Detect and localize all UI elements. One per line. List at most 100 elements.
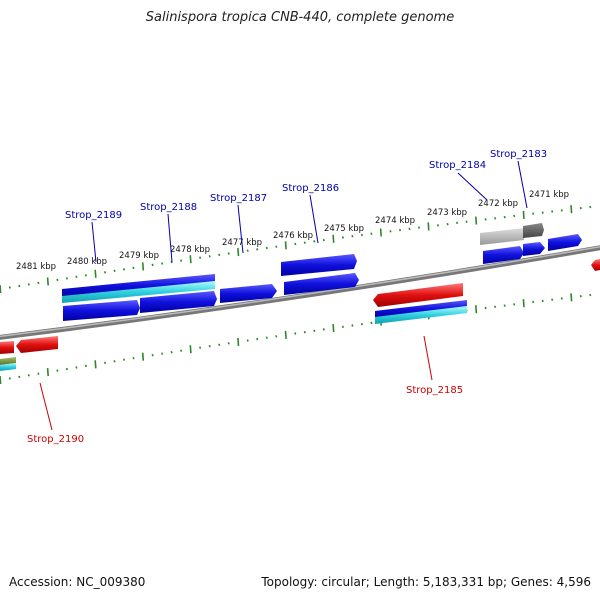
cds-forward-strop-2187[interactable] <box>220 284 277 303</box>
cds-reverse[interactable] <box>16 336 58 353</box>
minor-tick <box>208 344 211 348</box>
minor-tick <box>360 233 363 237</box>
major-tick <box>522 299 525 308</box>
leader-line <box>91 221 97 263</box>
minor-tick <box>446 222 449 226</box>
major-tick <box>284 330 287 339</box>
scale-label: 2471 kbp <box>529 190 569 200</box>
cds-forward[interactable] <box>523 242 545 256</box>
leader-line <box>423 335 433 381</box>
minor-tick <box>65 367 68 371</box>
gene-label-strop-2185[interactable]: Strop_2185 <box>406 385 463 396</box>
minor-tick <box>132 266 135 270</box>
major-tick <box>570 205 573 214</box>
gene-label-strop-2184[interactable]: Strop_2184 <box>429 160 486 171</box>
major-tick <box>141 352 145 361</box>
genome-backbone-highlight <box>0 245 600 338</box>
minor-tick <box>465 220 468 223</box>
scale-label: 2481 kbp <box>16 262 56 272</box>
minor-tick <box>256 337 259 341</box>
pseudo-feature-strop-2183[interactable] <box>523 223 544 238</box>
scale-labels: 2481 kbp 2480 kbp 2479 kbp 2478 kbp 2477… <box>16 190 569 272</box>
scale-ticks-upper <box>0 205 592 294</box>
label-leaders <box>39 160 528 431</box>
minor-tick <box>122 358 126 361</box>
cds-forward-strop-2189[interactable] <box>63 300 140 321</box>
cds-forward[interactable] <box>483 246 524 264</box>
genome-backbone <box>0 245 600 340</box>
minor-tick <box>589 293 592 297</box>
minor-tick <box>351 324 354 327</box>
minor-tick <box>65 277 68 280</box>
minor-tick <box>113 269 116 273</box>
minor-tick <box>256 248 259 251</box>
minor-tick <box>303 330 306 334</box>
gene-label-strop-2190[interactable]: Strop_2190 <box>27 434 84 445</box>
minor-tick <box>227 342 230 345</box>
scale-label: 2472 kbp <box>478 199 518 209</box>
minor-tick <box>351 234 354 238</box>
minor-tick <box>541 211 544 214</box>
minor-tick <box>560 297 563 300</box>
major-tick <box>475 305 478 314</box>
minor-tick <box>208 255 211 258</box>
gene-label-strop-2189[interactable]: Strop_2189 <box>65 210 122 221</box>
rna-feature[interactable] <box>0 363 16 371</box>
minor-tick <box>503 215 506 219</box>
rna-feature[interactable] <box>62 281 215 303</box>
minor-tick <box>398 228 402 232</box>
cds-forward-strop-2186[interactable] <box>284 273 359 295</box>
major-tick <box>332 234 335 243</box>
minor-tick <box>294 242 297 246</box>
gene-label-strop-2186[interactable]: Strop_2186 <box>282 183 339 194</box>
minor-tick <box>27 283 30 286</box>
rna-feature[interactable] <box>375 306 467 324</box>
misc-feature[interactable] <box>0 357 16 365</box>
gene-label-strop-2188[interactable]: Strop_2188 <box>140 202 197 213</box>
cds-forward[interactable] <box>548 234 582 251</box>
scale-label: 2474 kbp <box>375 216 415 226</box>
minor-tick <box>265 336 268 339</box>
minor-tick <box>161 262 164 265</box>
gene-label-strop-2187[interactable]: Strop_2187 <box>210 193 267 204</box>
minor-tick <box>370 321 373 325</box>
minor-tick <box>37 372 40 375</box>
minor-tick <box>37 281 40 285</box>
scale-label: 2473 kbp <box>427 208 467 218</box>
minor-tick <box>246 249 249 252</box>
cds-reverse[interactable] <box>0 341 14 354</box>
major-tick <box>237 337 240 346</box>
minor-tick <box>513 303 516 306</box>
gene-label-strop-2183[interactable]: Strop_2183 <box>490 149 547 160</box>
scale-ticks-lower <box>0 293 592 385</box>
minor-tick <box>132 356 135 360</box>
minor-tick <box>265 246 268 250</box>
minor-tick <box>313 329 316 333</box>
minor-tick <box>360 322 363 326</box>
minor-tick <box>484 218 487 221</box>
major-tick <box>94 269 97 278</box>
cds-forward[interactable] <box>375 300 467 318</box>
minor-tick <box>227 252 230 255</box>
pseudo-feature-strop-2184[interactable] <box>480 228 524 245</box>
minor-tick <box>322 328 325 331</box>
minor-tick <box>275 245 278 248</box>
minor-tick <box>341 236 344 239</box>
minor-tick <box>275 335 278 338</box>
minor-tick <box>103 361 107 365</box>
leader-line <box>517 160 528 209</box>
genome-summary-text: Topology: circular; Length: 5,183,331 bp… <box>261 575 591 589</box>
scale-label: 2478 kbp <box>170 245 210 255</box>
cds-forward-strop-2188[interactable] <box>140 291 217 313</box>
minor-tick <box>103 271 107 274</box>
major-tick <box>0 284 2 294</box>
minor-tick <box>170 350 173 354</box>
cds-reverse[interactable] <box>591 259 600 271</box>
major-tick <box>237 248 240 257</box>
minor-tick <box>75 366 78 369</box>
minor-tick <box>503 304 506 307</box>
cds-reverse-strop-2185[interactable] <box>373 283 463 307</box>
cds-forward[interactable] <box>62 274 215 297</box>
cds-forward[interactable] <box>281 254 357 276</box>
